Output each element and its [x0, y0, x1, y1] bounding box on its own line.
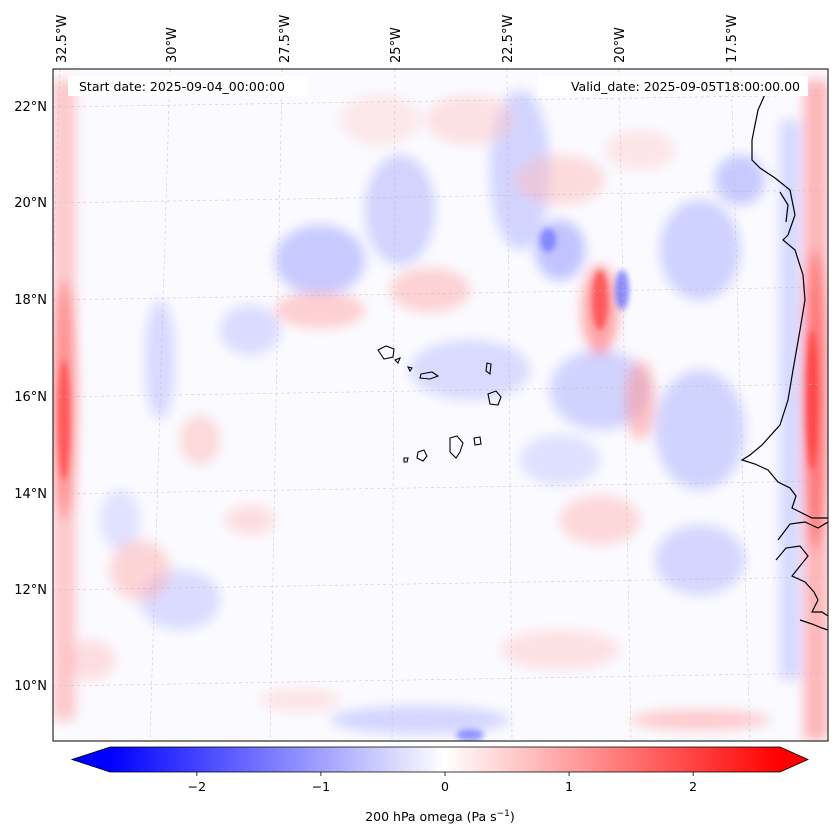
start-date-box	[68, 76, 308, 96]
graticule	[53, 69, 828, 741]
lat-label: 10°N	[14, 679, 47, 694]
colorbar-label: 200 hPa omega (Pa s−1)	[365, 809, 515, 824]
cape-verde-islands	[377, 345, 502, 463]
lat-label: 12°N	[14, 583, 47, 598]
colorbar-extend-min	[72, 747, 110, 772]
colorbar-outline	[70, 746, 809, 773]
latitude-labels: 22°N 20°N 18°N 16°N 14°N 12°N 10°N	[14, 100, 47, 694]
lon-label: 32.5°W	[55, 15, 70, 63]
lat-label: 18°N	[14, 293, 47, 308]
colorbar-tick-label: 0	[441, 779, 449, 794]
lon-label: 25°W	[389, 27, 404, 63]
lon-label: 22.5°W	[501, 15, 516, 63]
colorbar: −2 −1 0 1 2 200 hPa omega (Pa s−1)	[70, 746, 809, 824]
lat-label: 16°N	[14, 390, 47, 405]
colorbar-tick-label: 2	[689, 779, 697, 794]
coastline	[740, 91, 828, 631]
lon-label: 30°W	[165, 27, 180, 63]
map-panel: Start date: 2025-09-04_00:00:00 Valid_da…	[52, 68, 829, 742]
longitude-labels: 32.5°W 30°W 27.5°W 25°W 22.5°W 20°W 17.5…	[55, 15, 740, 63]
lon-label: 20°W	[613, 27, 628, 63]
start-date-label: Start date: 2025-09-04_00:00:00	[79, 79, 285, 94]
lat-label: 22°N	[14, 100, 47, 115]
lat-label: 14°N	[14, 487, 47, 502]
lon-label: 17.5°W	[725, 15, 740, 63]
colorbar-tick-label: 1	[565, 779, 573, 794]
valid-date-box	[538, 76, 808, 96]
omega-field	[53, 80, 828, 741]
valid-date-label: Valid_date: 2025-09-05T18:00:00.00	[571, 79, 800, 94]
colorbar-tick-label: −2	[188, 779, 206, 794]
colorbar-ticks: −2 −1 0 1 2	[188, 772, 697, 794]
colorbar-gradient	[110, 747, 780, 772]
lon-label: 27.5°W	[278, 15, 293, 63]
lat-label: 20°N	[14, 196, 47, 211]
map-frame	[52, 68, 829, 742]
colorbar-tick-label: −1	[312, 779, 330, 794]
colorbar-extend-max	[780, 747, 808, 772]
